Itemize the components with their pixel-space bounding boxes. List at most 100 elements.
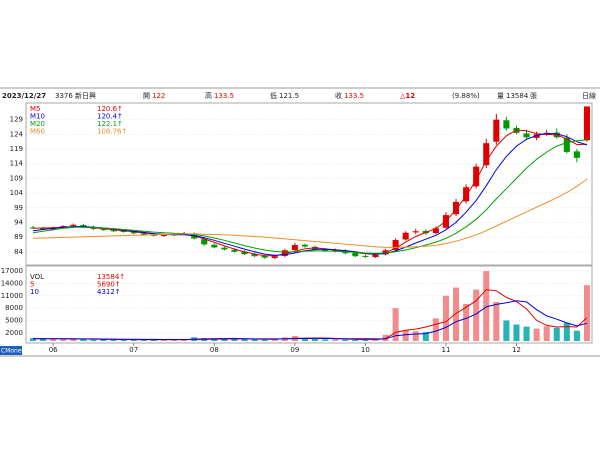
legend-value: 13584↑ (97, 273, 125, 281)
candle-body (291, 245, 298, 251)
y-tick-label: 99 (14, 204, 23, 212)
brand-box (0, 346, 22, 355)
y-tick-label: 14000 (1, 279, 23, 287)
volume-bar (231, 338, 238, 341)
brand: CMoney (1, 348, 26, 355)
volume-bar (171, 339, 178, 341)
open-label: 開 (143, 92, 150, 100)
candle-body (211, 244, 218, 248)
volume-bar (392, 308, 399, 341)
volume-bar (533, 328, 540, 341)
candle-body (130, 232, 137, 234)
y-tick-label: 8000 (5, 304, 23, 312)
volume-bar (473, 289, 480, 341)
price-frame (25, 102, 593, 266)
candle-body (80, 225, 87, 227)
candle-body (100, 229, 107, 231)
volume-bar (130, 339, 137, 341)
volume-value: 13584 (506, 92, 529, 100)
volume-bar (271, 338, 278, 341)
volume-bar (553, 327, 560, 341)
candle-body (271, 256, 278, 258)
candle-body (473, 166, 480, 187)
candle-body (583, 106, 590, 141)
candle-body (453, 201, 460, 215)
volume-bar (60, 338, 67, 341)
open-value: 122 (152, 92, 165, 100)
date: 2023/12/27 (2, 92, 46, 100)
volume-bar (483, 271, 490, 341)
volume-label: 量 (497, 92, 504, 100)
y-tick-label: 94 (14, 218, 23, 226)
volume-bar (342, 339, 349, 341)
candle-body (251, 253, 258, 257)
volume-bar (160, 339, 167, 341)
candle-body (533, 134, 540, 138)
volume-bar (40, 338, 47, 341)
candle-body (160, 234, 167, 236)
volume-bar (543, 326, 550, 341)
x-tick-label: 08 (210, 346, 219, 354)
x-tick-label: 10 (361, 346, 370, 354)
candle-body (392, 240, 399, 251)
candle-body (372, 254, 379, 258)
candle-body (281, 250, 288, 256)
candle-body (402, 232, 409, 240)
close-label: 收 (335, 91, 342, 100)
candle-body (231, 249, 238, 252)
ma-line (32, 139, 588, 254)
volume-bar (80, 339, 87, 341)
change: △12 (400, 92, 415, 100)
candle-body (573, 151, 580, 158)
candle-body (120, 230, 127, 232)
candle-body (140, 233, 147, 235)
volume-bar (70, 338, 77, 341)
legend-name: M10 (30, 113, 45, 121)
x-tick-label: 11 (442, 346, 451, 354)
candle-body (70, 224, 77, 226)
candle-body (483, 143, 490, 166)
ma-line (33, 300, 588, 340)
candle-body (432, 228, 439, 233)
low-label: 低 (270, 91, 277, 100)
volume-bar (493, 301, 500, 341)
y-tick-label: 114 (10, 160, 24, 168)
volume-bar (382, 334, 389, 341)
y-tick-label: 17000 (1, 267, 23, 275)
volume-bar (432, 318, 439, 341)
y-tick-label: 124 (10, 130, 24, 138)
volume-bar (573, 330, 580, 341)
volume-bar (412, 331, 419, 341)
candle-body (412, 231, 419, 233)
volume-bar (362, 339, 369, 341)
volume-bar (261, 339, 268, 341)
legend-name: M5 (30, 105, 41, 113)
volume-bar (322, 339, 329, 341)
legend-name: M60 (30, 128, 45, 136)
candle-body (352, 252, 359, 257)
candle-body (493, 119, 500, 142)
volume-bar (312, 338, 319, 341)
period: 日線 (582, 91, 596, 100)
change-pct: (9.88%) (452, 92, 480, 100)
x-tick-label: 06 (49, 346, 58, 354)
y-tick-label: 129 (10, 116, 23, 124)
close-value: 133.5 (344, 92, 364, 100)
legend-value: 108.76↑ (97, 128, 127, 136)
candle-body (40, 228, 47, 230)
candle-body (261, 255, 268, 258)
legend-name: 5 (30, 281, 34, 289)
volume-bar (251, 339, 258, 341)
volume-bar (513, 324, 520, 341)
legend-value: 5690↑ (97, 281, 121, 289)
candle-body (241, 251, 248, 255)
volume-bar (503, 320, 510, 341)
low-value: 121.5 (279, 92, 299, 100)
ma-line (32, 178, 588, 248)
volume-bar (181, 339, 188, 341)
volume-bar (463, 303, 470, 341)
x-tick-label: 12 (512, 346, 521, 354)
candle-body (301, 244, 308, 247)
